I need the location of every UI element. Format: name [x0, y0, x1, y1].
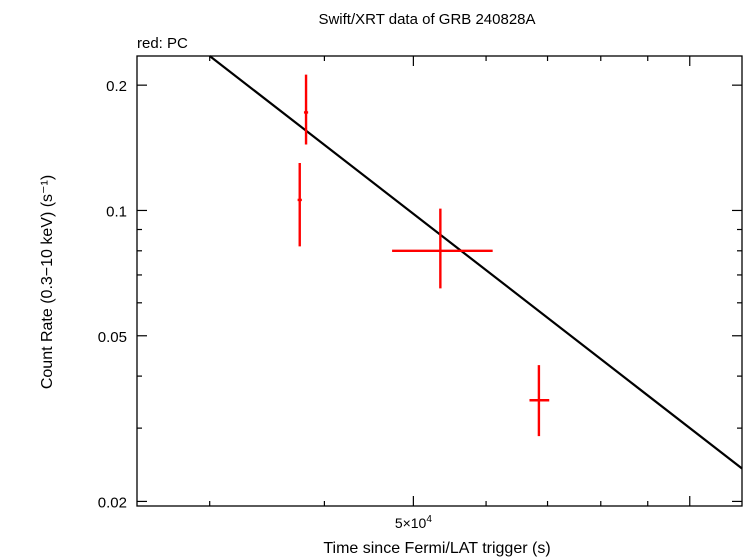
y-tick-label: 0.05 [98, 329, 127, 346]
x-axis-label: Time since Fermi/LAT trigger (s) [323, 540, 550, 557]
y-tick-label: 0.2 [106, 78, 127, 95]
y-tick-label: 0.1 [106, 203, 127, 220]
y-tick-label: 0.02 [98, 494, 127, 511]
data-point [529, 365, 550, 437]
y-axis-label: Count Rate (0.3−10 keV) (s⁻¹) [39, 175, 56, 389]
data-point [303, 74, 309, 145]
data-points [297, 74, 550, 437]
chart-subtitle: red: PC [137, 35, 188, 52]
axis-ticks [137, 56, 742, 506]
chart-title: Swift/XRT data of GRB 240828A [318, 11, 535, 28]
data-point [297, 163, 302, 247]
axis-tick-labels: 0.2 0.1 0.05 0.02 5×104 [98, 78, 433, 531]
x-tick-label: 5×104 [395, 514, 433, 531]
data-point [392, 208, 493, 289]
plot-frame [136, 55, 743, 507]
model-line [209, 55, 743, 470]
